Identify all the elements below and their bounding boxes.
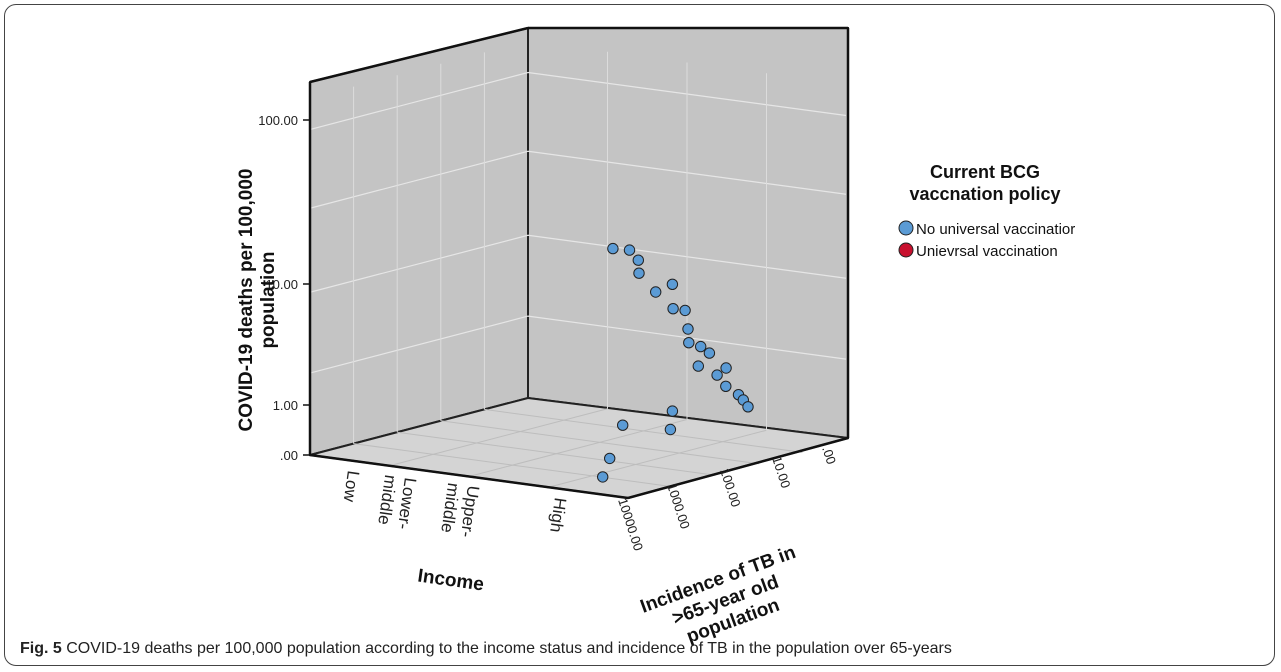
tb-tick-label: .00 bbox=[819, 444, 839, 466]
data-point-no-universal bbox=[617, 419, 629, 431]
y-axis-label-line2: population bbox=[258, 251, 279, 348]
data-point-no-universal bbox=[650, 286, 662, 298]
y-tick-label: 1.00 bbox=[273, 398, 298, 413]
data-point-no-universal bbox=[703, 347, 716, 359]
data-point-no-universal bbox=[692, 360, 704, 372]
left-wall bbox=[309, 26, 529, 457]
back-wall bbox=[527, 27, 849, 440]
y-tick-label: 10.00 bbox=[265, 277, 298, 292]
data-point-no-universal bbox=[679, 304, 691, 317]
tb-tick-label: 100.00 bbox=[717, 466, 744, 508]
data-point-no-universal bbox=[666, 405, 679, 417]
legend: Current BCG vaccnation policy No univers… bbox=[898, 162, 1075, 260]
y-tick-labels: .00 1.00 10.00 100.00 bbox=[258, 113, 310, 463]
data-point-no-universal bbox=[666, 278, 679, 290]
figure-frame bbox=[4, 4, 1275, 666]
data-points bbox=[597, 242, 754, 483]
data-point-no-universal bbox=[742, 401, 754, 413]
gridlines bbox=[309, 51, 847, 488]
data-point-no-universal bbox=[597, 471, 609, 483]
data-point-no-universal bbox=[682, 323, 694, 335]
y-tick-label: 100.00 bbox=[258, 113, 298, 128]
data-point-no-universal bbox=[720, 362, 732, 374]
data-point-no-universal bbox=[711, 369, 723, 381]
legend-label-no-universal: No universal vaccinatior bbox=[916, 221, 1075, 238]
legend-marker-universal bbox=[898, 242, 914, 258]
tb-tick-label: 1000.00 bbox=[664, 481, 693, 530]
data-point-no-universal bbox=[664, 423, 677, 436]
legend-marker-no-universal bbox=[898, 220, 914, 236]
data-point-no-universal bbox=[667, 303, 679, 315]
data-point-no-universal bbox=[720, 380, 732, 392]
legend-title-line1: Current BCG bbox=[930, 162, 1040, 182]
tb-tick-label: 10.00 bbox=[769, 454, 793, 490]
income-tick-label: Low bbox=[340, 469, 363, 503]
data-point-no-universal bbox=[633, 267, 645, 279]
y-axis-label-line1: COVID-19 deaths per 100,000 bbox=[236, 169, 257, 432]
income-axis-label: Income bbox=[416, 566, 485, 596]
y-tick-label: .00 bbox=[280, 448, 298, 463]
legend-label-universal: Unievrsal vaccination bbox=[916, 243, 1058, 260]
caption-label: Fig. 5 bbox=[20, 640, 62, 657]
data-point-no-universal bbox=[695, 340, 707, 353]
income-tick-label: High bbox=[546, 496, 570, 533]
data-point-no-universal bbox=[632, 254, 644, 266]
figure-caption: Fig. 5 COVID-19 deaths per 100,000 popul… bbox=[20, 640, 952, 658]
data-point-no-universal bbox=[683, 337, 695, 349]
box-edges bbox=[308, 26, 850, 500]
caption-text: COVID-19 deaths per 100,000 population a… bbox=[66, 640, 952, 657]
legend-title-line2: vaccnation policy bbox=[909, 184, 1060, 204]
data-point-no-universal bbox=[604, 452, 616, 465]
data-point-no-universal bbox=[607, 242, 619, 255]
data-point-no-universal bbox=[623, 244, 636, 256]
tb-tick-label: 10000.00 bbox=[615, 496, 646, 552]
